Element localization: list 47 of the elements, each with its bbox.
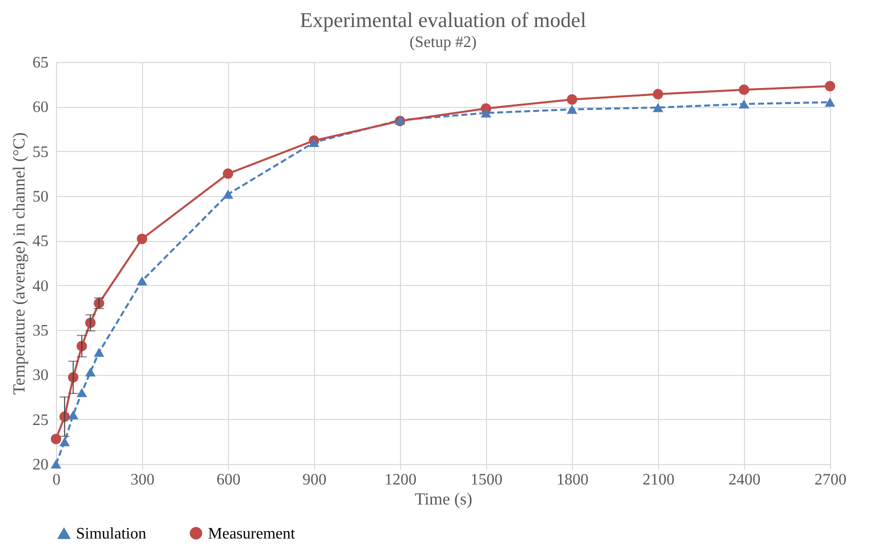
x-tick-label: 1500 xyxy=(470,472,502,488)
point xyxy=(480,108,492,118)
x-tick-label: 2700 xyxy=(814,472,846,488)
point xyxy=(85,367,96,377)
point xyxy=(68,410,78,420)
y-tick-label: 20 xyxy=(32,456,48,474)
chart-title: Experimental evaluation of model xyxy=(300,8,586,32)
point xyxy=(94,348,104,357)
x-tick-label: 300 xyxy=(130,472,154,488)
point xyxy=(652,103,664,112)
y-tick-label: 40 xyxy=(32,278,48,295)
point xyxy=(824,80,836,92)
y-tick-label: 45 xyxy=(32,233,48,250)
y-tick-label: 30 xyxy=(32,367,48,384)
x-tick-label: 1800 xyxy=(556,472,588,488)
x-tick-label: 600 xyxy=(216,472,240,488)
x-tick-label: 2400 xyxy=(728,472,760,488)
y-tick-label: 50 xyxy=(32,188,48,206)
point xyxy=(50,459,62,469)
legend-label: Simulation xyxy=(76,526,146,542)
point xyxy=(566,104,578,114)
point xyxy=(824,98,836,107)
x-axis-title: Time (s) xyxy=(414,490,472,508)
y-tick-label: 60 xyxy=(32,99,48,116)
point xyxy=(738,99,750,109)
x-tick-label: 900 xyxy=(302,472,326,488)
chart-subtitle: (Setup #2) xyxy=(409,34,477,51)
y-tick-label: 65 xyxy=(32,54,48,72)
x-tick-label: 1200 xyxy=(384,472,416,488)
point xyxy=(222,190,234,199)
point xyxy=(136,234,148,244)
point xyxy=(59,437,70,446)
point xyxy=(76,388,88,398)
point xyxy=(308,138,320,147)
point xyxy=(566,94,578,105)
y-axis-title: Temperature (average) in channel (°C) xyxy=(10,132,28,395)
x-tick-label: 0 xyxy=(52,472,60,488)
y-tick-label: 25 xyxy=(32,412,48,429)
point xyxy=(738,84,750,95)
point xyxy=(652,88,664,100)
legend-label: Measurement xyxy=(208,525,296,542)
y-tick-label: 55 xyxy=(32,144,48,161)
point xyxy=(222,168,234,179)
point xyxy=(136,276,148,286)
x-tick-label: 2100 xyxy=(642,472,674,488)
point xyxy=(50,434,62,444)
y-tick-label: 35 xyxy=(32,322,48,340)
